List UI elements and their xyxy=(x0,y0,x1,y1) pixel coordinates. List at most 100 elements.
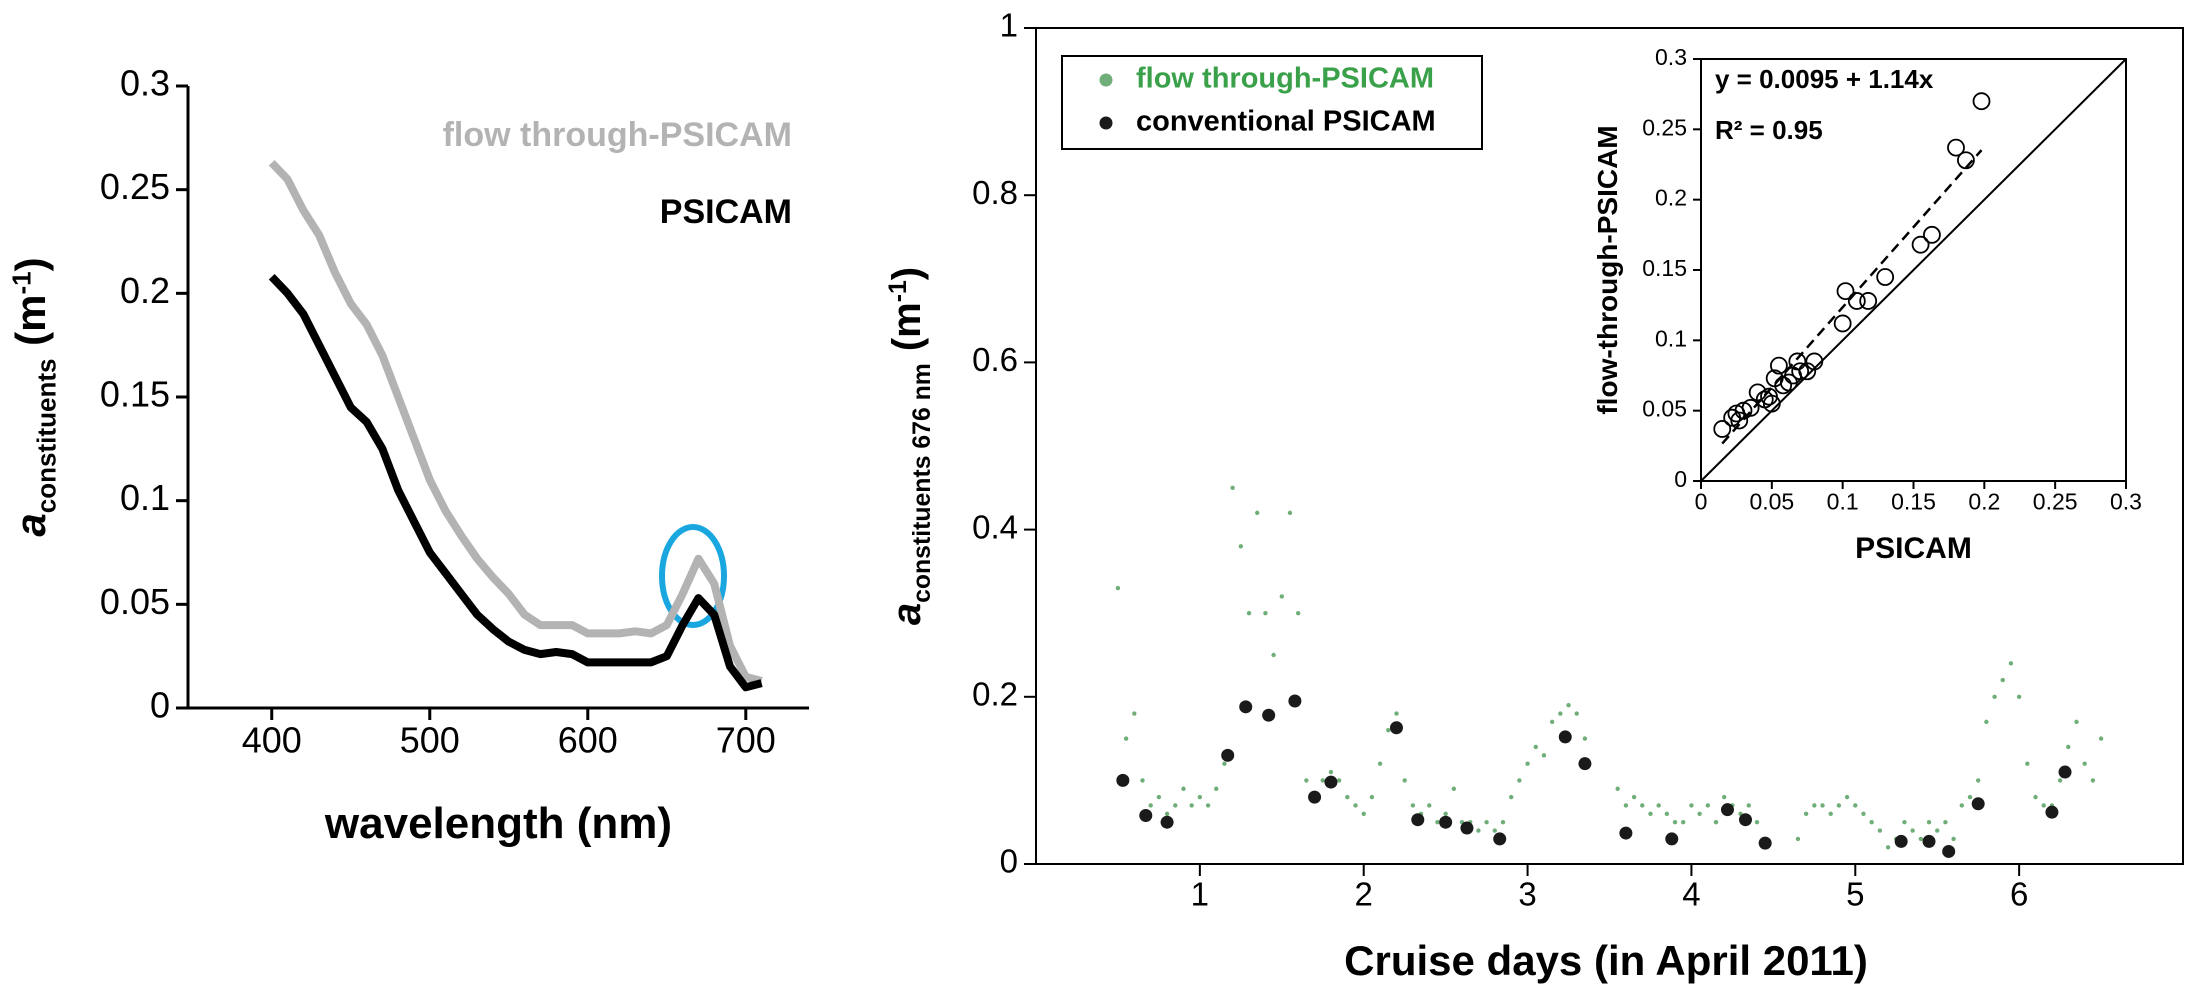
flow-through-point xyxy=(1115,585,1121,591)
x-tick-label: 4 xyxy=(1682,876,1700,913)
flow-through-point xyxy=(1533,744,1538,750)
y-axis-label-part: -1 xyxy=(6,271,36,294)
identity-line xyxy=(1700,58,2127,482)
annotation: R² = 0.95 xyxy=(1715,115,1823,145)
flow-through-point xyxy=(1173,803,1178,808)
flow-through-point xyxy=(1951,836,1956,842)
flow-through-point xyxy=(1222,761,1227,766)
y-tick-label: 0.6 xyxy=(972,341,1018,378)
flow-through-point xyxy=(1566,702,1571,708)
flow-through-point xyxy=(1869,820,1874,825)
x-tick-label: 0.15 xyxy=(1891,489,1936,515)
scatter-point xyxy=(1788,352,1807,371)
legend-box xyxy=(1061,55,1483,150)
y-axis-label-part: constituents 676 nm xyxy=(909,363,936,603)
y-tick-label: 0.2 xyxy=(972,676,1018,713)
flow-through-point xyxy=(1246,611,1252,616)
flow-through-point xyxy=(2016,694,2022,699)
y-tick-label: 0.15 xyxy=(100,374,170,415)
legend-marker xyxy=(1099,116,1113,130)
flow-through-point xyxy=(1189,803,1194,808)
flow-through-point xyxy=(1263,611,1268,616)
x-axis-label: Cruise days (in April 2011) xyxy=(1344,937,1868,984)
flow-through-point xyxy=(1656,803,1661,808)
flow-through-point xyxy=(1255,510,1260,516)
series-line xyxy=(268,273,763,692)
flow-through-point xyxy=(2066,744,2071,750)
flow-through-point xyxy=(1640,803,1645,808)
flow-through-point xyxy=(1443,811,1448,817)
conventional-point xyxy=(1665,832,1679,846)
scatter-point xyxy=(1876,268,1895,286)
y-tick-label: 0.4 xyxy=(972,508,1018,545)
flow-through-point xyxy=(1541,753,1547,758)
scatter-point xyxy=(1791,362,1810,381)
flow-through-point xyxy=(1558,711,1563,716)
y-tick-label: 0.3 xyxy=(1655,44,1687,70)
scatter-point xyxy=(1911,235,1930,254)
flow-through-point xyxy=(1828,811,1833,817)
y-tick-label: 0 xyxy=(1000,843,1018,880)
flow-through-point xyxy=(1369,794,1375,800)
scatter-point xyxy=(1923,225,1941,244)
flow-through-point xyxy=(1812,803,1817,808)
y-axis-label-part: a xyxy=(7,513,54,536)
flow-through-point xyxy=(1935,828,1940,833)
flow-through-point xyxy=(1140,778,1145,783)
conventional-point xyxy=(1739,813,1753,827)
flow-through-point xyxy=(1287,510,1293,516)
flow-through-point xyxy=(1615,786,1620,791)
y-tick-label: 0.25 xyxy=(1642,114,1687,140)
conventional-point xyxy=(2045,805,2059,819)
inset-background xyxy=(1601,39,2136,561)
scatter-point xyxy=(1741,398,1760,417)
flow-through-point xyxy=(2057,778,2063,783)
y-tick-label: 0.1 xyxy=(120,477,170,518)
x-tick-label: 0.25 xyxy=(2033,489,2078,515)
flow-through-point xyxy=(1197,794,1203,800)
scatter-point xyxy=(1713,420,1732,438)
conventional-point xyxy=(1971,797,1985,811)
flow-through-point xyxy=(1713,820,1719,825)
x-tick-label: 0.3 xyxy=(2110,489,2142,515)
flow-through-point xyxy=(2098,736,2104,741)
flow-through-point xyxy=(1123,736,1129,741)
flow-through-point xyxy=(1402,778,1407,783)
conventional-point xyxy=(1578,757,1592,771)
flow-through-point xyxy=(1156,794,1162,800)
flow-through-point xyxy=(1132,711,1137,716)
scatter-point xyxy=(1730,411,1749,430)
flow-through-point xyxy=(1525,761,1530,766)
flow-through-point xyxy=(2033,794,2038,800)
flow-through-point xyxy=(1631,794,1637,800)
flow-through-point xyxy=(1836,803,1842,808)
legend-label: flow through-PSICAM xyxy=(1136,63,1434,95)
conventional-point xyxy=(1139,809,1153,823)
flow-through-point xyxy=(1517,778,1522,783)
legend-marker xyxy=(1099,73,1113,87)
y-tick-label: 0.05 xyxy=(100,581,170,622)
flow-through-point xyxy=(1689,803,1694,808)
conventional-point xyxy=(1116,773,1130,787)
y-tick-label: 0 xyxy=(1674,466,1687,492)
x-tick-label: 500 xyxy=(400,719,460,760)
flow-through-point xyxy=(1885,845,1891,850)
flow-through-point xyxy=(1230,485,1235,490)
conventional-point xyxy=(1493,832,1507,846)
flow-through-point xyxy=(1959,803,1964,808)
conventional-point xyxy=(1160,815,1174,829)
y-axis-label: flow-through-PSICAM xyxy=(1592,125,1623,414)
flow-through-point xyxy=(1967,794,1973,800)
flow-through-point xyxy=(1353,803,1358,808)
flow-through-point xyxy=(1451,786,1457,791)
scatter-point xyxy=(1770,356,1788,375)
y-tick-label: 0.2 xyxy=(120,270,170,311)
flow-through-point xyxy=(1853,803,1858,808)
y-tick-label: 0.05 xyxy=(1642,396,1687,422)
x-tick-label: 0.2 xyxy=(1968,489,2000,515)
flow-through-point xyxy=(1410,803,1416,808)
flow-through-point xyxy=(1648,811,1653,817)
y-tick-label: 1 xyxy=(1000,7,1018,44)
